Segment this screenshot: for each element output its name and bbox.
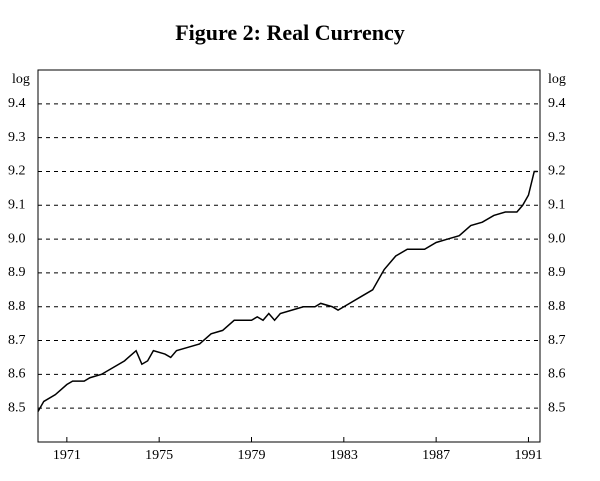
x-tick-label: 1971	[53, 448, 81, 463]
x-tick-label: 1975	[145, 448, 173, 463]
y2-tick-label: 9.0	[548, 231, 566, 246]
y2-tick-label: 9.3	[548, 130, 566, 145]
y-tick-label: 8.6	[8, 367, 26, 382]
x-tick-label: 1991	[514, 448, 542, 463]
y-tick-label: 8.8	[8, 299, 26, 314]
y2-tick-label: 8.9	[548, 265, 566, 280]
y2-tick-label: 8.7	[548, 333, 566, 348]
plot-frame	[37, 69, 541, 443]
data-line	[37, 170, 538, 412]
y-tick-label: 9.0	[8, 231, 26, 246]
y2-tick-label: 9.4	[548, 96, 566, 111]
y-tick-label: 8.7	[8, 333, 26, 348]
x-tick-label: 1987	[422, 448, 450, 463]
chart-title: Figure 2: Real Currency	[175, 20, 405, 45]
x-tick-label: 1983	[330, 448, 358, 463]
x-tick-label: 1979	[237, 448, 265, 463]
y-tick-label: 8.5	[8, 400, 26, 415]
y2-tick-label: 9.2	[548, 164, 566, 179]
y-axis-label: log	[12, 72, 30, 87]
y-tick-label: 9.2	[8, 164, 26, 179]
y2-axis-label: log	[548, 72, 566, 87]
y-tick-label: 9.1	[8, 197, 26, 212]
y2-tick-label: 8.8	[548, 299, 566, 314]
y2-tick-label: 9.1	[548, 197, 566, 212]
y2-tick-label: 8.6	[548, 367, 566, 382]
y-tick-label: 8.9	[8, 265, 26, 280]
y-tick-label: 9.4	[8, 96, 26, 111]
y2-tick-label: 8.5	[548, 400, 566, 415]
y-tick-label: 9.3	[8, 130, 26, 145]
